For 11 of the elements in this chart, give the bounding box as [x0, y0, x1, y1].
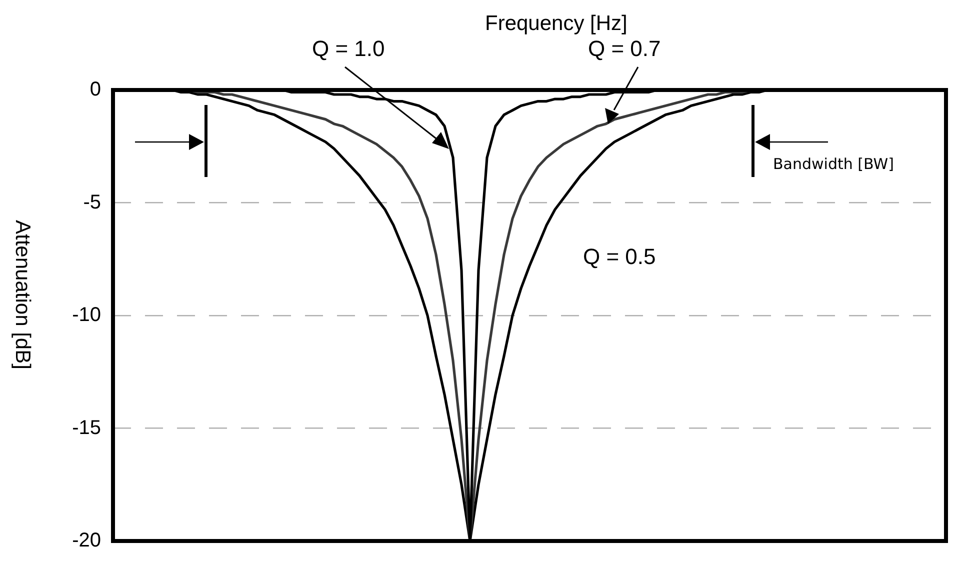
y-tick-label: -20: [72, 530, 101, 552]
y-axis-title: Attenuation [dB]: [10, 220, 34, 370]
x-axis-title: Frequency [Hz]: [485, 12, 628, 36]
text: Q = 0.7: [588, 36, 661, 62]
annotation: Bandwidth [BW]: [773, 155, 894, 173]
y-tick-label: -5: [83, 191, 101, 214]
series-label: Q = 0.5: [583, 244, 656, 270]
y-tick-label: -15: [72, 416, 101, 439]
y-tick-label: 0: [90, 78, 101, 101]
series-label: Q = 1.0: [312, 36, 385, 62]
y-tick-label: -10: [72, 304, 101, 326]
